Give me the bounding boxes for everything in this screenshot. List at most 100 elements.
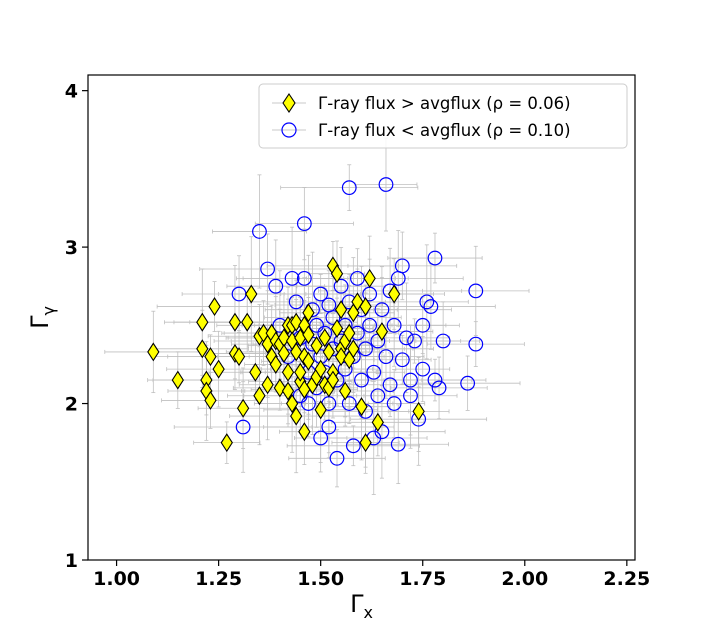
data-point-diamond: [302, 325, 315, 345]
data-point-circle: [284, 270, 300, 286]
data-point-circle: [345, 438, 361, 454]
data-point-diamond: [171, 370, 184, 390]
data-point-diamond: [363, 268, 376, 288]
error-bar: [390, 356, 488, 420]
y-axis-ticks: 1 2 3 4: [65, 81, 88, 572]
data-point-diamond: [196, 312, 209, 332]
data-point-circle: [366, 364, 382, 380]
error-bar: [199, 233, 336, 305]
data-point-circle: [260, 261, 276, 277]
x-axis-ticks: 1.00 1.25 1.50 1.75 2.00 2.25: [93, 560, 650, 590]
y-tick-label: 2: [65, 394, 78, 416]
data-point-circle: [427, 250, 443, 266]
data-point-diamond: [253, 386, 266, 406]
y-tick-label: 3: [65, 237, 78, 259]
y-axis-label: Γγ: [26, 306, 58, 329]
legend-entry-high-flux: Γ-ray flux > avgflux (ρ = 0.06): [272, 93, 571, 113]
data-point-circle: [460, 375, 476, 391]
data-point-circle: [362, 317, 378, 333]
data-point-circle: [431, 380, 447, 396]
data-point-circle: [341, 396, 357, 411]
data-point-diamond: [322, 342, 335, 362]
data-point-diamond: [281, 381, 295, 401]
legend-box: [258, 83, 628, 149]
error-bar: [426, 321, 525, 367]
data-point-circle: [370, 388, 386, 404]
data-point-diamond: [330, 318, 344, 338]
y-tick-label: 1: [65, 550, 78, 572]
data-point-diamond: [359, 297, 372, 317]
legend: Γ-ray flux > avgflux (ρ = 0.06) Γ-ray fl…: [258, 83, 628, 149]
data-point-circle: [386, 317, 402, 333]
x-axis-label: Γx: [350, 590, 373, 622]
data-point-circle: [415, 361, 431, 377]
error-bar: [304, 273, 394, 330]
data-point-diamond: [290, 406, 303, 426]
error-bar: [414, 355, 521, 411]
data-point-circle: [268, 278, 284, 294]
data-point-circle: [394, 258, 410, 274]
legend-label-low-flux: Γ-ray flux < avgflux (ρ = 0.10): [318, 121, 571, 140]
data-point-diamond: [212, 359, 225, 379]
data-point-circle: [403, 372, 418, 388]
data-point-diamond: [241, 312, 254, 332]
plot-area: [87, 74, 636, 561]
y-axis-label-sub: γ: [39, 306, 58, 315]
data-point-diamond: [388, 284, 401, 304]
data-point-diamond: [343, 323, 356, 343]
x-tick-label: 1.00: [93, 568, 140, 590]
x-axis-label-main: Γ: [350, 590, 364, 618]
data-point-diamond: [302, 351, 315, 371]
data-point-circle: [378, 177, 394, 192]
data-point-circle: [407, 333, 422, 349]
data-point-circle: [435, 333, 451, 349]
data-point-diamond: [375, 322, 389, 342]
data-point-diamond: [314, 359, 327, 379]
legend-circle-marker: [281, 122, 297, 138]
x-tick-label: 1.75: [399, 568, 446, 590]
data-point-circle: [341, 180, 357, 196]
data-point-diamond: [196, 339, 209, 359]
data-point-circle: [313, 286, 329, 302]
error-bar: [406, 301, 480, 381]
error-bar: [395, 336, 451, 403]
data-point-circle: [252, 224, 267, 239]
data-point-circle: [419, 294, 435, 310]
error-bar: [373, 335, 432, 385]
data-point-circle: [423, 299, 439, 314]
data-point-circle: [235, 419, 251, 435]
x-tick-label: 2.00: [501, 568, 548, 590]
legend-label-high-flux: Γ-ray flux > avgflux (ρ = 0.06): [318, 94, 571, 113]
data-point-circle: [415, 317, 431, 333]
data-point-circle: [427, 372, 443, 388]
data-point-circle: [382, 377, 398, 393]
error-bars: [104, 137, 530, 495]
data-point-circle: [313, 430, 329, 446]
error-bar: [288, 429, 386, 488]
x-tick-label: 2.25: [603, 568, 650, 590]
data-point-diamond: [208, 297, 221, 317]
data-point-diamond: [359, 433, 372, 453]
error-bar: [347, 231, 458, 301]
data-point-circle: [403, 388, 418, 404]
data-point-diamond: [204, 347, 217, 367]
data-point-circle: [374, 302, 390, 318]
data-point-circle: [468, 283, 484, 299]
error-bar: [254, 187, 354, 261]
data-point-diamond: [220, 433, 233, 453]
data-point-diamond: [371, 412, 384, 432]
data-point-diamond: [310, 336, 323, 356]
data-point-circle: [378, 349, 394, 365]
legend-diamond-marker: [282, 93, 296, 113]
data-point-diamond: [347, 339, 360, 359]
data-point-diamond: [355, 397, 368, 417]
data-point-circle: [394, 352, 410, 368]
data-point-circle: [468, 336, 484, 352]
data-point-diamond: [245, 284, 258, 304]
data-point-circle: [333, 278, 349, 294]
data-point-diamond: [298, 422, 311, 442]
y-tick-label: 4: [65, 81, 78, 103]
data-point-diamond: [232, 347, 246, 367]
x-tick-label: 1.25: [195, 568, 242, 590]
